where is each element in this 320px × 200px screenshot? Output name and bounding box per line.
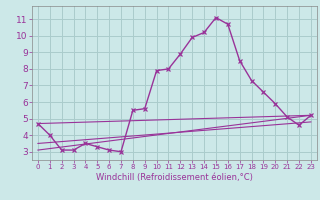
X-axis label: Windchill (Refroidissement éolien,°C): Windchill (Refroidissement éolien,°C) — [96, 173, 253, 182]
